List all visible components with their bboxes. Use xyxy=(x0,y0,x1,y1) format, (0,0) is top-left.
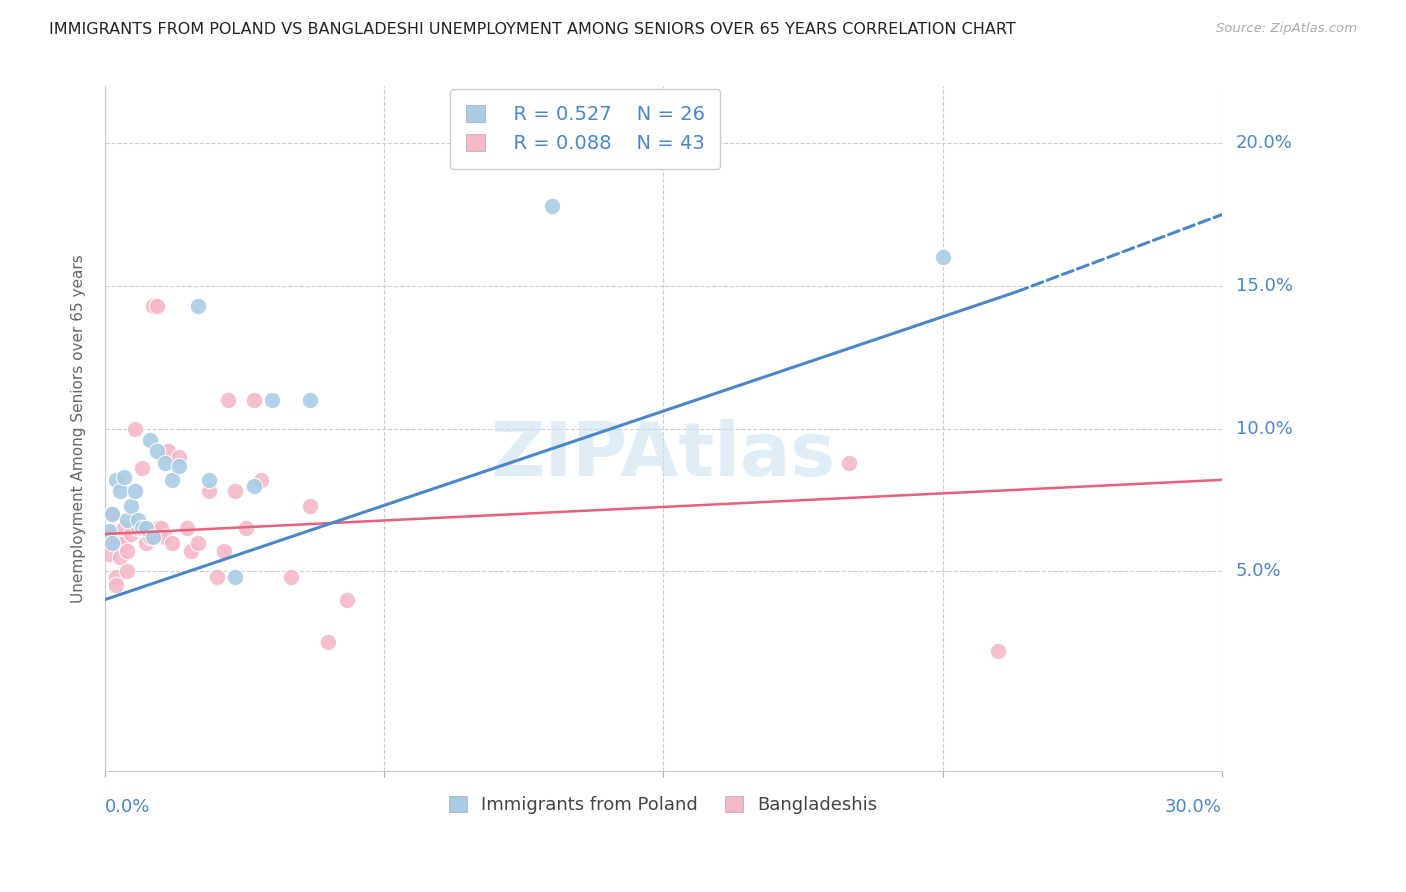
Point xyxy=(169,458,191,473)
Point xyxy=(138,433,160,447)
Point xyxy=(138,530,160,544)
Point xyxy=(224,570,246,584)
Point xyxy=(160,535,183,549)
Point xyxy=(146,444,169,458)
Point xyxy=(117,544,139,558)
Point xyxy=(146,521,169,535)
Point xyxy=(108,535,131,549)
Point xyxy=(180,544,202,558)
Y-axis label: Unemployment Among Seniors over 65 years: Unemployment Among Seniors over 65 years xyxy=(72,254,86,603)
Point xyxy=(124,484,146,499)
Point xyxy=(146,299,169,313)
Text: ZIPAtlas: ZIPAtlas xyxy=(491,419,837,492)
Point xyxy=(108,484,131,499)
Point xyxy=(135,535,157,549)
Point xyxy=(262,392,284,407)
Point xyxy=(112,521,135,535)
Text: Source: ZipAtlas.com: Source: ZipAtlas.com xyxy=(1216,22,1357,36)
Point xyxy=(540,199,562,213)
Text: IMMIGRANTS FROM POLAND VS BANGLADESHI UNEMPLOYMENT AMONG SENIORS OVER 65 YEARS C: IMMIGRANTS FROM POLAND VS BANGLADESHI UN… xyxy=(49,22,1017,37)
Text: 10.0%: 10.0% xyxy=(1236,419,1292,438)
Point xyxy=(112,470,135,484)
Point xyxy=(101,507,124,521)
Text: 20.0%: 20.0% xyxy=(1236,135,1292,153)
Text: 5.0%: 5.0% xyxy=(1236,562,1281,580)
Point xyxy=(142,530,165,544)
Text: 0.0%: 0.0% xyxy=(105,798,150,816)
Point xyxy=(336,592,359,607)
Point xyxy=(97,524,120,538)
Point xyxy=(198,484,221,499)
Point xyxy=(108,549,131,564)
Point xyxy=(142,299,165,313)
Point xyxy=(131,521,153,535)
Legend: Immigrants from Poland, Bangladeshis: Immigrants from Poland, Bangladeshis xyxy=(440,787,887,823)
Point xyxy=(128,513,150,527)
Point xyxy=(243,392,266,407)
Point xyxy=(153,530,176,544)
Point xyxy=(298,499,321,513)
Point xyxy=(169,450,191,464)
Point xyxy=(149,521,172,535)
Point xyxy=(298,392,321,407)
Point xyxy=(117,564,139,578)
Point xyxy=(224,484,246,499)
Point xyxy=(838,456,860,470)
Point xyxy=(160,473,183,487)
Point xyxy=(217,392,239,407)
Point xyxy=(250,473,273,487)
Point xyxy=(153,456,176,470)
Point xyxy=(112,535,135,549)
Point xyxy=(124,421,146,435)
Point xyxy=(280,570,302,584)
Point xyxy=(987,644,1010,658)
Point xyxy=(135,521,157,535)
Point xyxy=(105,570,128,584)
Text: 15.0%: 15.0% xyxy=(1236,277,1292,295)
Point xyxy=(101,507,124,521)
Point xyxy=(105,473,128,487)
Point xyxy=(318,635,340,649)
Point xyxy=(198,473,221,487)
Point xyxy=(235,521,257,535)
Point xyxy=(97,547,120,561)
Point xyxy=(120,499,142,513)
Point xyxy=(176,521,198,535)
Point xyxy=(187,299,209,313)
Point xyxy=(101,527,124,541)
Point xyxy=(205,570,228,584)
Point xyxy=(120,527,142,541)
Point xyxy=(187,535,209,549)
Point xyxy=(157,444,180,458)
Point xyxy=(128,521,150,535)
Point xyxy=(105,578,128,592)
Point xyxy=(101,535,124,549)
Point xyxy=(131,461,153,475)
Point xyxy=(97,530,120,544)
Point xyxy=(117,513,139,527)
Text: 30.0%: 30.0% xyxy=(1164,798,1222,816)
Point xyxy=(931,251,953,265)
Point xyxy=(212,544,235,558)
Point xyxy=(243,478,266,492)
